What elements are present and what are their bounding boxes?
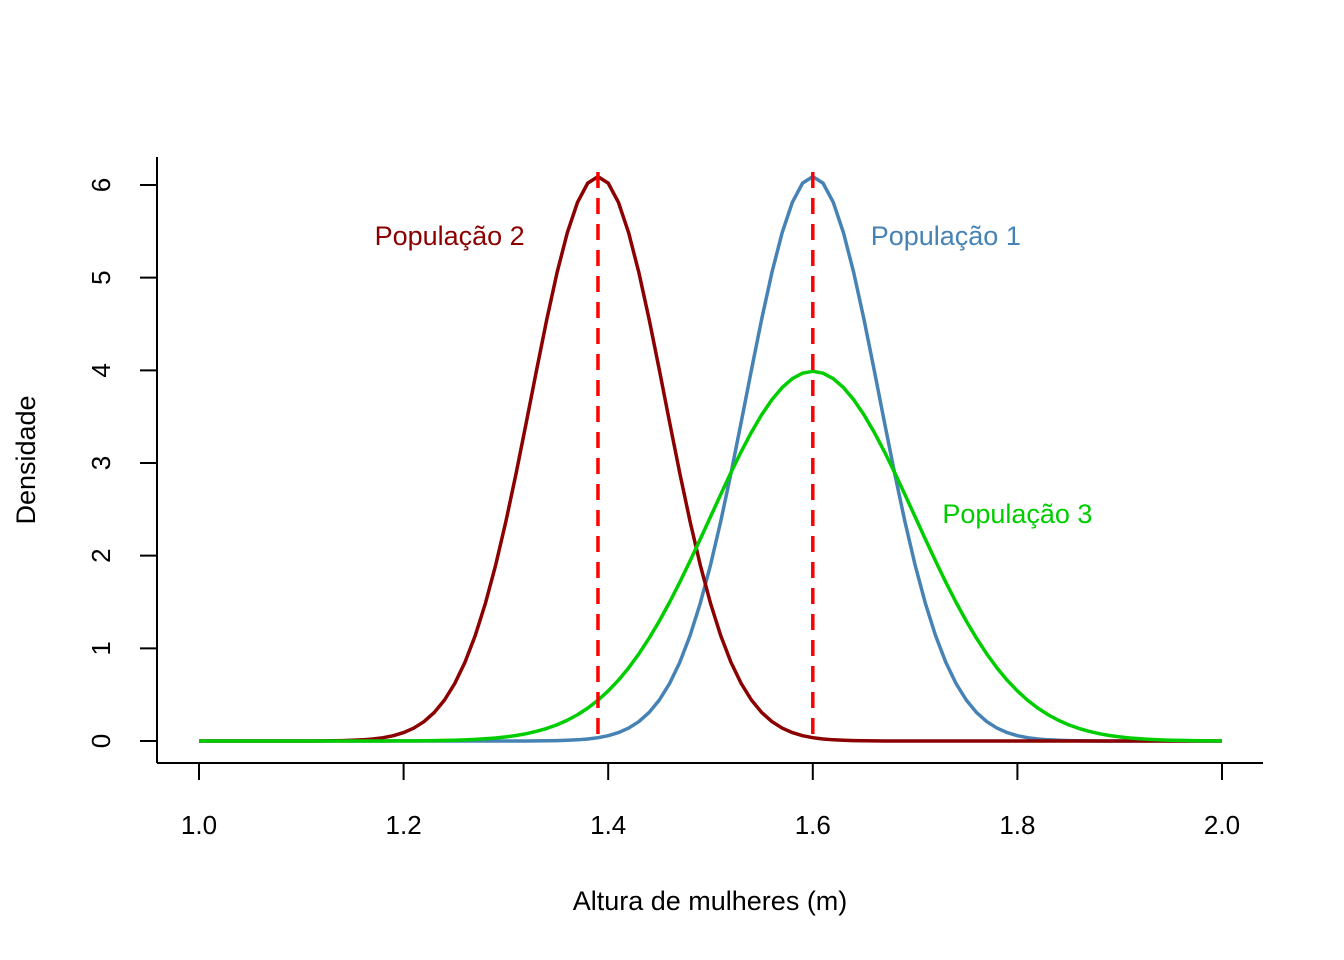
y-axis-ticks: 0 1 2 3 4 5 6: [86, 178, 157, 748]
annotation-label-3: População 3: [942, 499, 1092, 529]
y-axis-title: Densidade: [11, 395, 41, 524]
y-tick-label: 0: [86, 734, 116, 748]
x-tick-label: 1.4: [590, 810, 626, 840]
axes: 1.0 1.2 1.4 1.6 1.8 2.0 0 1 2 3 4 5 6: [86, 157, 1263, 840]
x-axis-ticks: 1.0 1.2 1.4 1.6 1.8 2.0: [181, 763, 1240, 840]
x-axis-title: Altura de mulheres (m): [573, 886, 848, 916]
curve-annotations: População 2 População 1 População 3: [375, 221, 1093, 529]
density-curve-series-1: [199, 174, 1222, 743]
annotation-label-1: População 2: [375, 221, 525, 251]
x-tick-label: 1.2: [386, 810, 422, 840]
density-curve-series-3: [199, 369, 1223, 743]
x-tick-label: 1.0: [181, 810, 217, 840]
x-tick-label: 2.0: [1204, 810, 1240, 840]
y-tick-label: 4: [86, 363, 116, 377]
y-tick-label: 1: [86, 641, 116, 655]
density-curves: [199, 174, 1223, 743]
x-tick-label: 1.6: [795, 810, 831, 840]
x-tick-label: 1.8: [999, 810, 1035, 840]
y-tick-label: 5: [86, 270, 116, 284]
annotation-label-2: População 1: [871, 221, 1021, 251]
y-tick-label: 3: [86, 456, 116, 470]
y-tick-label: 6: [86, 178, 116, 192]
reference-lines: [596, 172, 815, 741]
density-curve-series-2: [199, 174, 1222, 743]
y-tick-label: 2: [86, 548, 116, 562]
